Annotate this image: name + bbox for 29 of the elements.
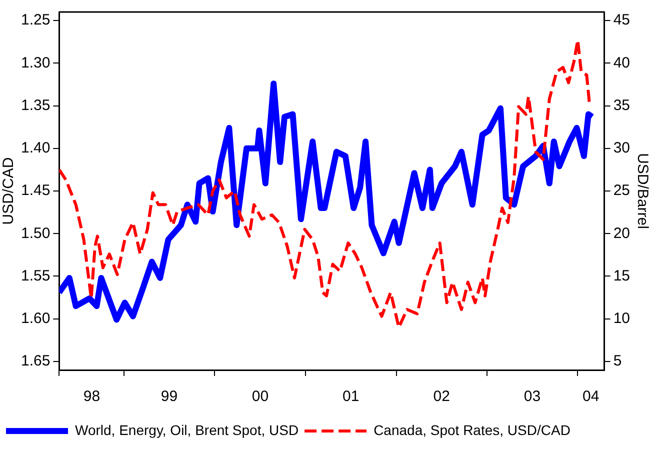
y2-tick-label: 40 xyxy=(613,54,630,72)
y-tick-label: 1.60 xyxy=(20,310,50,327)
legend-label: World, Energy, Oil, Brent Spot, USD xyxy=(75,422,299,438)
y-tick-label: 1.30 xyxy=(20,54,50,72)
y-tick-label: 1.35 xyxy=(20,96,50,114)
x-tick-label: 00 xyxy=(252,388,269,406)
y2-axis-title: USD/Barrel xyxy=(634,153,651,229)
x-tick-label: 04 xyxy=(582,388,600,406)
y2-tick-label: 35 xyxy=(613,96,630,114)
y2-tick-label: 15 xyxy=(613,267,630,284)
x-tick-label: 99 xyxy=(160,388,178,406)
y2-tick-label: 30 xyxy=(613,140,630,157)
y2-tick-label: 5 xyxy=(613,352,622,370)
y-tick-label: 1.45 xyxy=(20,182,50,200)
y2-tick-label: 45 xyxy=(613,12,630,29)
x-tick-label: 98 xyxy=(83,388,100,406)
y2-tick-label: 10 xyxy=(613,310,630,327)
y-tick-label: 1.55 xyxy=(20,267,50,284)
x-tick-label: 02 xyxy=(433,388,450,406)
y-tick-label: 1.25 xyxy=(20,12,50,29)
y2-tick-label: 25 xyxy=(613,182,630,200)
legend-label: Canada, Spot Rates, USD/CAD xyxy=(374,422,570,438)
y-tick-label: 1.65 xyxy=(20,352,50,370)
x-tick-label: 03 xyxy=(524,388,541,406)
y-axis-title: USD/CAD xyxy=(0,157,18,225)
y-tick-label: 1.40 xyxy=(20,140,50,157)
y-tick-label: 1.50 xyxy=(20,224,50,242)
x-tick-label: 01 xyxy=(342,388,360,406)
y2-tick-label: 20 xyxy=(613,224,630,242)
